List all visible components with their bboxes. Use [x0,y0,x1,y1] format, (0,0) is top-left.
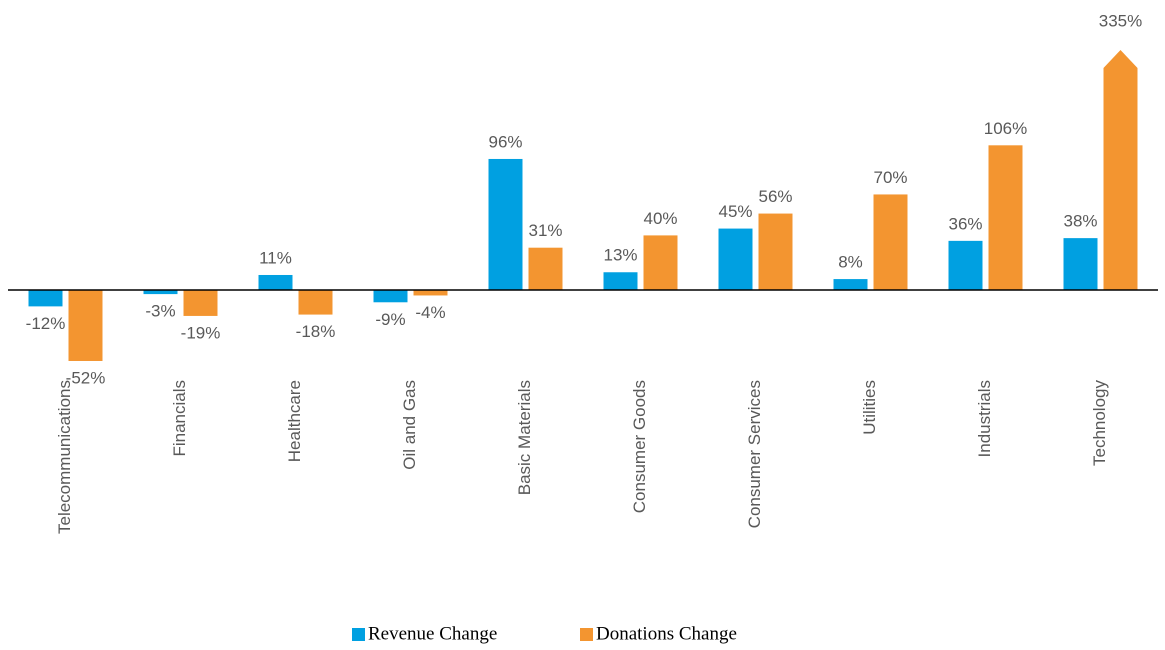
data-label: 70% [873,168,907,187]
data-label: 36% [948,214,982,233]
bar [68,290,103,361]
bar [528,247,563,290]
data-label: 11% [259,248,292,267]
data-label: 13% [603,246,637,265]
bar [1103,50,1138,290]
bar [143,290,178,295]
bar [988,145,1023,290]
bar [603,272,638,290]
x-tick-label: Consumer Services [745,380,764,528]
data-label: -3% [145,302,175,321]
bar [28,290,63,307]
x-tick-label: Industrials [975,380,994,457]
bar [948,240,983,290]
data-label: 335% [1099,11,1142,30]
data-label: 40% [643,209,677,228]
bar [758,213,793,290]
bar [183,290,218,316]
x-tick-label: Technology [1090,380,1109,467]
bar [643,235,678,290]
data-label: 56% [758,187,792,206]
legend-text: Revenue Change [368,623,497,644]
bar [833,279,868,290]
x-tick-label: Oil and Gas [400,380,419,470]
bar [258,274,293,290]
data-label: -18% [296,322,336,341]
legend-swatch [580,628,593,641]
bar [298,290,333,315]
data-label: -52% [66,368,106,387]
data-label: -12% [26,314,66,333]
bar [488,158,523,290]
bar [373,290,408,303]
data-label: -19% [181,323,221,342]
legend-swatch [352,628,365,641]
data-label: -4% [415,303,445,322]
x-tick-label: Basic Materials [515,380,534,495]
x-tick-label: Telecommunications [55,380,74,534]
x-tick-label: Healthcare [285,380,304,462]
data-label: 8% [838,253,863,272]
data-label: 45% [718,202,752,221]
data-label: 96% [488,132,522,151]
data-label: 106% [984,119,1027,138]
bar [1063,238,1098,290]
bar [413,290,448,296]
x-tick-label: Consumer Goods [630,380,649,513]
data-label: 38% [1063,212,1097,231]
data-label: 31% [528,221,562,240]
legend-text: Donations Change [596,623,737,644]
x-tick-label: Financials [170,380,189,457]
data-label: -9% [375,310,405,329]
bar [873,194,908,290]
bar [718,228,753,290]
x-tick-label: Utilities [860,380,879,435]
